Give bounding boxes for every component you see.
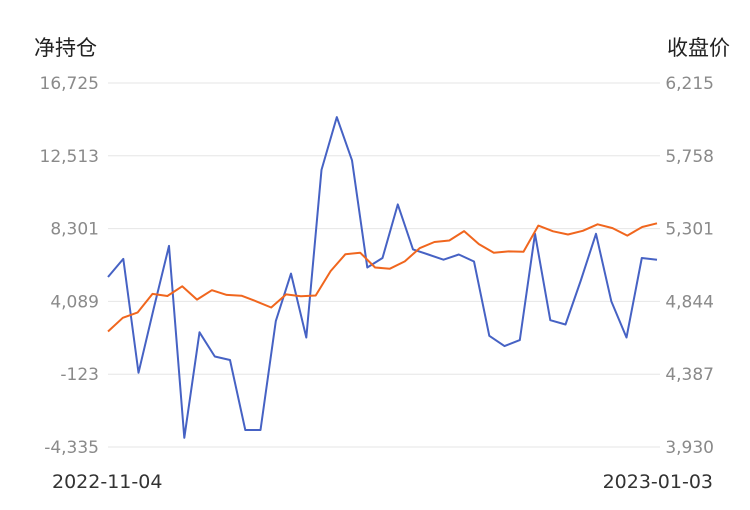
left-axis-ticks: 16,725 12,513 8,301 4,089 -123 -4,335: [40, 74, 99, 458]
right-axis-ticks: 6,215 5,758 5,301 4,844 4,387 3,930: [665, 74, 714, 458]
right-tick-label: 4,387: [665, 365, 714, 385]
left-tick-label: 12,513: [40, 147, 99, 167]
left-tick-label: 16,725: [40, 74, 99, 94]
right-tick-label: 5,301: [665, 220, 714, 240]
right-tick-label: 6,215: [665, 74, 714, 94]
right-tick-label: 5,758: [665, 147, 714, 167]
left-axis-title: 净持仓: [34, 36, 97, 60]
left-tick-label: -123: [60, 365, 99, 385]
series-line-net-position: [107, 116, 658, 439]
gridlines: [108, 82, 660, 448]
series-lines: [107, 116, 658, 439]
x-tick-start: 2022-11-04: [52, 471, 162, 493]
right-axis-title: 收盘价: [667, 36, 730, 60]
left-tick-label: -4,335: [44, 438, 99, 458]
left-tick-label: 8,301: [50, 220, 99, 240]
series-line-close-price: [107, 222, 658, 333]
x-tick-end: 2023-01-03: [603, 471, 713, 493]
left-tick-label: 4,089: [50, 292, 99, 312]
right-tick-label: 4,844: [665, 292, 714, 312]
right-tick-label: 3,930: [665, 438, 714, 458]
